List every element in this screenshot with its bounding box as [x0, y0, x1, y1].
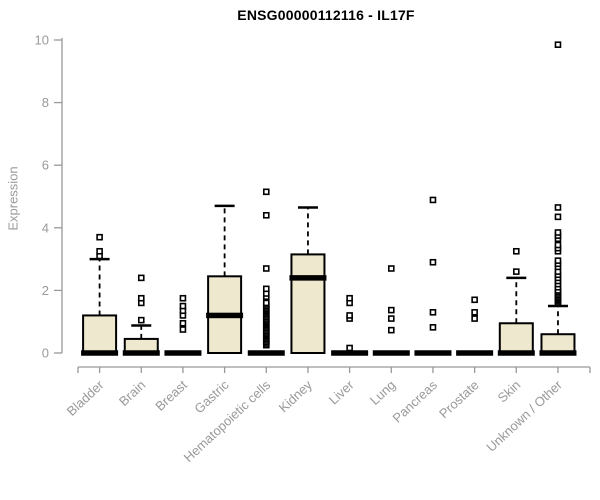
- outlier-pancreas: [429, 309, 437, 316]
- x-tick-label-prostate: Prostate: [436, 377, 482, 421]
- median-unknown-other: [539, 350, 577, 356]
- outlier-lung: [387, 315, 395, 322]
- outlier-breast: [179, 302, 187, 310]
- x-tick-label-liver: Liver: [326, 377, 357, 408]
- outlier-hematopoietic-cells: [262, 285, 270, 293]
- median-liver: [331, 350, 369, 356]
- outlier-unknown-other: [554, 213, 562, 221]
- median-breast: [164, 350, 202, 356]
- outlier-hematopoietic-cells: [262, 211, 270, 219]
- median-hematopoietic-cells: [247, 350, 285, 356]
- outlier-unknown-other: [554, 229, 562, 236]
- median-lung: [372, 350, 410, 356]
- box-bladder: [82, 314, 118, 355]
- x-tick-label-lung: Lung: [367, 377, 398, 408]
- median-gastric: [206, 312, 244, 319]
- outlier-skin: [512, 247, 520, 255]
- median-prostate: [456, 350, 494, 356]
- outlier-prostate: [471, 296, 478, 304]
- outlier-lung: [387, 306, 395, 314]
- y-axis-label: Expression: [5, 166, 21, 231]
- x-tick-label-kidney: Kidney: [276, 377, 316, 415]
- median-pancreas: [414, 350, 452, 356]
- median-skin: [497, 350, 535, 356]
- y-tick-label: 8: [42, 95, 49, 110]
- x-tick-label-unknown-other: Unknown / Other: [483, 377, 565, 455]
- x-tick-label-breast: Breast: [152, 377, 190, 414]
- x-tick-label-bladder: Bladder: [64, 377, 107, 419]
- outlier-breast: [179, 294, 187, 302]
- outlier-skin: [512, 268, 520, 275]
- x-tick-label-pancreas: Pancreas: [390, 377, 441, 426]
- outlier-liver: [346, 344, 353, 352]
- outlier-unknown-other: [554, 241, 562, 249]
- outlier-hematopoietic-cells: [262, 299, 270, 307]
- x-tick-label-skin: Skin: [495, 377, 524, 405]
- outlier-pancreas: [429, 196, 437, 204]
- y-tick-label: 2: [42, 283, 49, 298]
- outlier-lung: [387, 326, 395, 334]
- y-tick-label: 6: [42, 158, 49, 173]
- outlier-unknown-other: [554, 41, 562, 48]
- outlier-hematopoietic-cells: [262, 265, 270, 272]
- median-bladder: [81, 350, 119, 356]
- median-kidney: [289, 275, 327, 281]
- y-tick-label: 0: [42, 346, 49, 361]
- outlier-prostate: [471, 309, 478, 316]
- outlier-bladder: [96, 233, 103, 241]
- outlier-liver: [346, 312, 353, 319]
- outlier-prostate: [471, 315, 478, 322]
- box-skin: [498, 322, 534, 355]
- median-brain: [122, 350, 160, 356]
- outlier-breast: [179, 326, 187, 333]
- outlier-breast: [179, 319, 187, 327]
- x-tick-label-gastric: Gastric: [191, 377, 232, 416]
- outlier-unknown-other: [554, 257, 562, 264]
- outlier-brain: [137, 274, 145, 282]
- outlier-pancreas: [429, 258, 437, 266]
- x-tick-label-brain: Brain: [116, 377, 148, 409]
- outlier-hematopoietic-cells: [262, 188, 270, 196]
- outlier-liver: [346, 294, 353, 302]
- y-tick-label: 4: [42, 220, 49, 235]
- box-kidney: [290, 253, 326, 354]
- outlier-brain: [137, 294, 145, 302]
- chart-title: ENSG00000112116 - IL17F: [237, 7, 415, 23]
- outlier-lung: [387, 265, 395, 272]
- outlier-pancreas: [429, 324, 437, 331]
- outlier-unknown-other: [554, 204, 562, 211]
- outlier-bladder: [96, 247, 103, 255]
- box-unknown-other: [540, 333, 576, 355]
- y-tick-label: 10: [35, 33, 49, 48]
- outlier-brain: [137, 316, 145, 324]
